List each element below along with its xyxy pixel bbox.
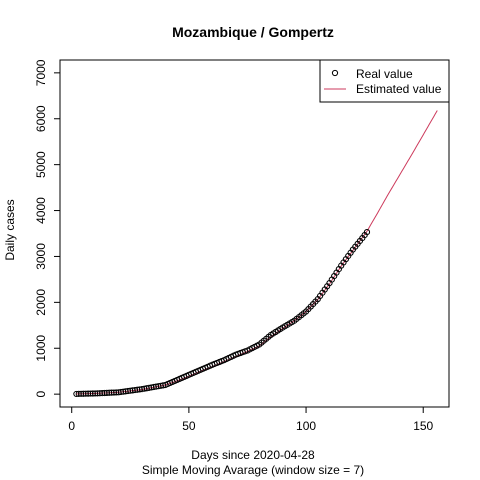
y-tick-label: 1000 <box>34 335 48 362</box>
y-axis-label: Daily cases <box>3 199 17 260</box>
y-tick-label: 5000 <box>34 151 48 178</box>
chart-title: Mozambique / Gompertz <box>172 24 334 40</box>
x-tick-label: 150 <box>413 419 433 433</box>
y-tick-label: 0 <box>34 390 48 397</box>
legend-estimated-label: Estimated value <box>356 82 442 96</box>
y-axis: 0 1000 2000 3000 4000 5000 6000 7000 <box>34 59 60 397</box>
legend: Real value Estimated value <box>320 60 449 102</box>
y-tick-label: 7000 <box>34 59 48 86</box>
y-tick-label: 2000 <box>34 289 48 316</box>
real-series <box>74 230 370 397</box>
x-tick-label: 100 <box>296 419 316 433</box>
x-axis-sublabel: Simple Moving Avarage (window size = 7) <box>142 463 364 477</box>
y-tick-label: 3000 <box>34 243 48 270</box>
x-tick-label: 50 <box>182 419 196 433</box>
y-tick-label: 6000 <box>34 105 48 132</box>
plot-area <box>60 60 449 407</box>
estimated-line <box>76 110 437 393</box>
estimated-series <box>76 110 437 393</box>
x-tick-label: 0 <box>68 419 75 433</box>
x-axis-label: Days since 2020-04-28 <box>191 448 315 462</box>
x-axis: 0 50 100 150 <box>68 407 433 433</box>
legend-real-label: Real value <box>356 67 413 81</box>
y-tick-label: 4000 <box>34 197 48 224</box>
